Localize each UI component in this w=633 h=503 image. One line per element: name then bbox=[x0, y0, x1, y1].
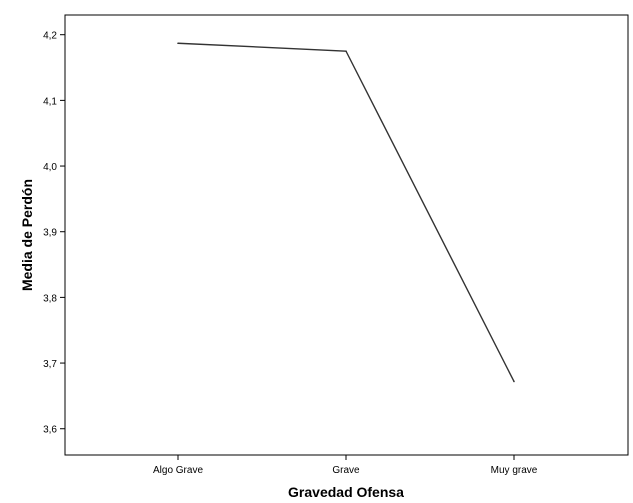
y-tick-label: 3,9 bbox=[43, 228, 57, 239]
data-point bbox=[345, 50, 347, 52]
x-tick-label: Grave bbox=[332, 465, 360, 476]
series-layer bbox=[177, 42, 515, 383]
y-tick-label: 3,6 bbox=[43, 425, 57, 436]
data-point bbox=[177, 42, 179, 45]
x-tick-label: Algo Grave bbox=[153, 465, 203, 476]
y-tick-label: 3,7 bbox=[43, 359, 57, 370]
x-axis-title: Gravedad Ofensa bbox=[288, 484, 404, 500]
x-tick-label: Muy grave bbox=[491, 465, 538, 476]
y-axis-title: Media de Perdón bbox=[19, 179, 35, 291]
x-axis-ticks: Algo Grave Grave Muy grave bbox=[153, 455, 538, 476]
plot-frame bbox=[64, 14, 629, 456]
data-point bbox=[513, 380, 515, 383]
y-axis-ticks: 4,2 4,1 4,0 3,9 3,8 3,7 3,6 bbox=[43, 31, 65, 436]
y-tick-label: 4,1 bbox=[43, 96, 57, 107]
y-tick-label: 4,2 bbox=[43, 31, 57, 42]
y-tick-label: 4,0 bbox=[43, 162, 57, 173]
y-tick-label: 3,8 bbox=[43, 293, 57, 304]
